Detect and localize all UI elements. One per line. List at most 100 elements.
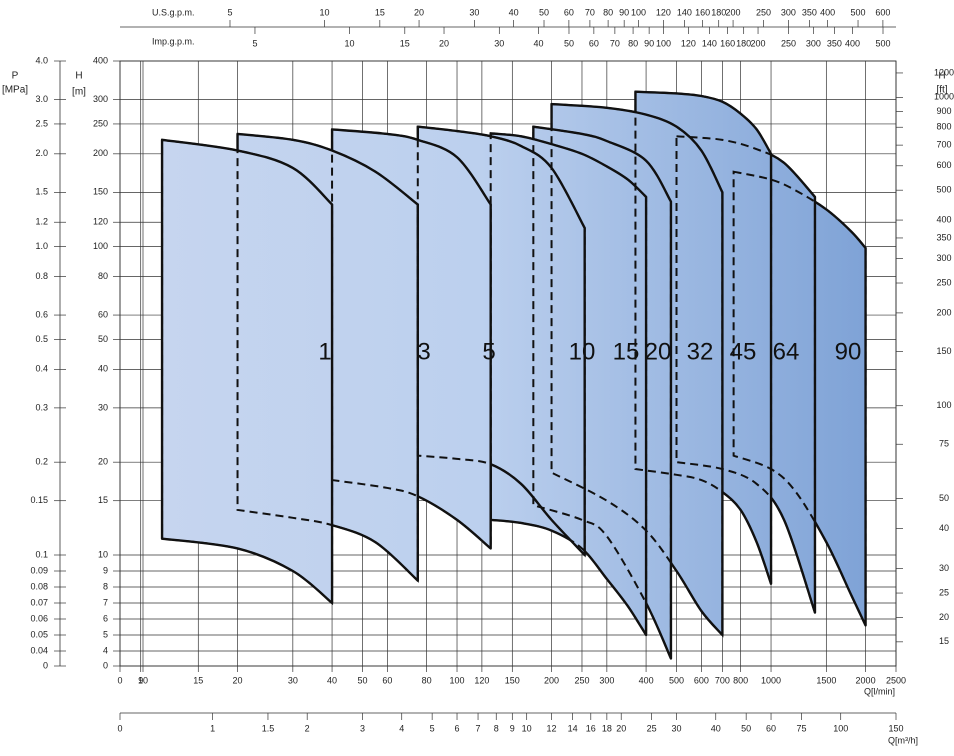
m3h-tick-label: 7	[476, 723, 481, 733]
ft-tick-label: 100	[936, 400, 951, 410]
ft-tick-label: 250	[936, 277, 951, 287]
p-tick-label: 0.15	[30, 495, 48, 505]
m3h-tick-label: 20	[616, 723, 626, 733]
ft-tick-label: 700	[936, 140, 951, 150]
imp-tick-label: 40	[534, 38, 544, 48]
y-tick-label: 9	[103, 565, 108, 575]
us-tick-label: 140	[677, 7, 692, 17]
us-tick-label: 500	[851, 7, 866, 17]
m3h-tick-label: 50	[741, 723, 751, 733]
imp-tick-label: 5	[252, 38, 257, 48]
us-tick-label: 90	[619, 7, 629, 17]
h-axis-title: H	[75, 71, 82, 82]
imp-tick-label: 120	[681, 38, 696, 48]
y-tick-label: 7	[103, 597, 108, 607]
imp-tick-label: 400	[845, 38, 860, 48]
hidden-edge	[550, 102, 724, 638]
series-label: 15	[613, 338, 640, 365]
y-tick-label: 0	[103, 660, 108, 670]
y-tick-label: 5	[103, 629, 108, 639]
h-axis-unit: [m]	[72, 87, 86, 98]
x-tick-label: 40	[327, 675, 337, 685]
us-tick-label: 250	[756, 7, 771, 17]
x-tick-label: 250	[574, 675, 589, 685]
imp-tick-label: 100	[656, 38, 671, 48]
p-tick-label: 1.2	[35, 217, 48, 227]
hidden-edge	[331, 128, 492, 551]
pump-range	[160, 138, 334, 605]
y-tick-label: 6	[103, 613, 108, 623]
y-tick-label: 60	[98, 309, 108, 319]
p-tick-label: 0.6	[35, 309, 48, 319]
plot-frame	[119, 60, 897, 667]
us-tick-label: 30	[469, 7, 479, 17]
x-tick-label: 700	[715, 675, 730, 685]
imp-axis-title: Imp.g.p.m.	[152, 36, 195, 46]
m3h-tick-label: 40	[711, 723, 721, 733]
ft-tick-label: 25	[939, 587, 949, 597]
hidden-edge	[161, 138, 334, 606]
us-tick-label: 200	[726, 7, 741, 17]
imp-tick-label: 250	[781, 38, 796, 48]
y-tick-label: 150	[93, 187, 108, 197]
imp-tick-label: 350	[827, 38, 842, 48]
imp-tick-label: 10	[344, 38, 354, 48]
series-label: 45	[730, 338, 757, 365]
ft-tick-label: 400	[936, 214, 951, 224]
x-tick-label: 800	[733, 675, 748, 685]
x-tick-label: 50	[357, 675, 367, 685]
imp-tick-label: 30	[494, 38, 504, 48]
y-tick-label: 100	[93, 241, 108, 251]
p-tick-label: 0	[43, 660, 48, 670]
imp-tick-label: 70	[610, 38, 620, 48]
x-tick-label: 150	[505, 675, 520, 685]
y-tick-label: 10	[98, 549, 108, 559]
x-tick-label: 9	[138, 675, 143, 685]
hidden-edge	[732, 170, 867, 626]
series-label: 64	[773, 338, 800, 365]
x-tick-label: 500	[669, 675, 684, 685]
ft-tick-label: 150	[936, 346, 951, 356]
x-tick-label: 10	[138, 675, 148, 685]
m3h-tick-label: 30	[672, 723, 682, 733]
y-tick-label: 400	[93, 55, 108, 65]
x-tick-label: 600	[694, 675, 709, 685]
m3h-axis-title: Q[m³/h]	[888, 735, 918, 745]
y-tick-label: 120	[93, 217, 108, 227]
ranges	[160, 90, 867, 660]
m3h-tick-label: 9	[510, 723, 515, 733]
series-label: 1	[318, 338, 331, 365]
p-tick-label: 0.5	[35, 334, 48, 344]
us-tick-label: 600	[875, 7, 890, 17]
m3h-tick-label: 3	[360, 723, 365, 733]
imp-tick-label: 300	[806, 38, 821, 48]
p-tick-label: 0.04	[30, 645, 48, 655]
imp-tick-label: 50	[564, 38, 574, 48]
m3h-tick-label: 75	[796, 723, 806, 733]
ft-tick-label: 40	[939, 523, 949, 533]
ft-tick-label: 300	[936, 253, 951, 263]
p-tick-label: 0.09	[30, 565, 48, 575]
x-tick-label: 2000	[856, 675, 876, 685]
imp-tick-label: 500	[875, 38, 890, 48]
ft-tick-label: 200	[936, 307, 951, 317]
hidden-edge	[634, 90, 773, 585]
m3h-tick-label: 60	[766, 723, 776, 733]
y-tick-label: 15	[98, 495, 108, 505]
series-label: 3	[417, 338, 430, 365]
us-tick-label: 160	[695, 7, 710, 17]
m3h-tick-label: 6	[455, 723, 460, 733]
x-tick-label: 1000	[761, 675, 781, 685]
p-tick-label: 1.0	[35, 241, 48, 251]
ft-tick-label: 20	[939, 612, 949, 622]
ft-tick-label: 1000	[934, 92, 954, 102]
p-tick-label: 0.2	[35, 457, 48, 467]
m3h-tick-label: 16	[586, 723, 596, 733]
series-label: 10	[569, 338, 596, 365]
imp-tick-label: 180	[736, 38, 751, 48]
ft-tick-label: 30	[939, 563, 949, 573]
p-tick-label: 0.08	[30, 581, 48, 591]
imp-tick-label: 160	[720, 38, 735, 48]
p-tick-label: 0.3	[35, 402, 48, 412]
y-tick-label: 200	[93, 148, 108, 158]
